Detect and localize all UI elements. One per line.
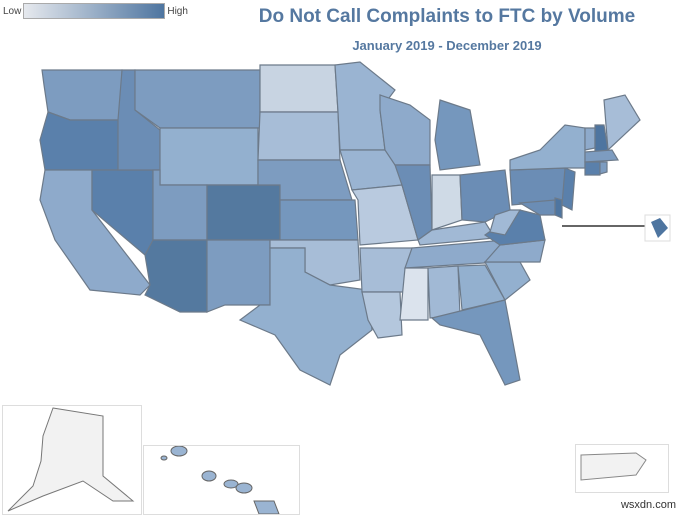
state-in[interactable] bbox=[431, 174, 463, 231]
state-vt[interactable] bbox=[584, 127, 596, 151]
state-sd[interactable] bbox=[257, 111, 341, 161]
state-nj[interactable] bbox=[561, 167, 576, 211]
color-legend: Low High bbox=[3, 2, 188, 20]
hawaii-inset bbox=[143, 445, 300, 515]
state-ms[interactable] bbox=[399, 267, 429, 321]
legend-low-label: Low bbox=[3, 5, 22, 17]
state-ri[interactable] bbox=[599, 161, 608, 175]
state-mo[interactable] bbox=[350, 184, 419, 246]
state-de[interactable] bbox=[554, 197, 563, 219]
state-mi[interactable] bbox=[434, 99, 481, 171]
alaska-inset bbox=[2, 405, 142, 515]
state-ks[interactable] bbox=[279, 199, 359, 241]
puerto-rico-inset bbox=[575, 444, 669, 493]
state-az[interactable] bbox=[144, 239, 208, 313]
state-tx[interactable] bbox=[238, 247, 373, 386]
chart-title: Do Not Call Complaints to FTC by Volume bbox=[258, 6, 636, 27]
state-co[interactable] bbox=[206, 184, 281, 241]
state-or[interactable] bbox=[39, 111, 123, 171]
state-wa[interactable] bbox=[41, 69, 123, 121]
state-nd[interactable] bbox=[259, 64, 339, 113]
state-ma[interactable] bbox=[584, 149, 620, 163]
legend-gradient-bar bbox=[23, 3, 166, 19]
state-la[interactable] bbox=[361, 291, 403, 339]
legend-high-label: High bbox=[167, 5, 188, 17]
state-mt[interactable] bbox=[134, 69, 261, 129]
chart-subtitle: January 2019 - December 2019 bbox=[352, 38, 542, 53]
state-nm[interactable] bbox=[206, 239, 271, 313]
state-ny[interactable] bbox=[509, 124, 586, 171]
territory-pr[interactable] bbox=[580, 452, 647, 481]
state-hi[interactable] bbox=[160, 445, 280, 515]
state-al[interactable] bbox=[427, 265, 461, 319]
state-wi[interactable] bbox=[379, 94, 431, 166]
state-wy[interactable] bbox=[159, 127, 259, 186]
states bbox=[39, 61, 641, 386]
state-ak[interactable] bbox=[7, 407, 135, 512]
state-me[interactable] bbox=[603, 94, 641, 152]
watermark: wsxdn.com bbox=[620, 499, 676, 511]
state-ct[interactable] bbox=[584, 161, 601, 176]
state-dc[interactable] bbox=[651, 218, 668, 238]
state-wv[interactable] bbox=[489, 209, 522, 236]
